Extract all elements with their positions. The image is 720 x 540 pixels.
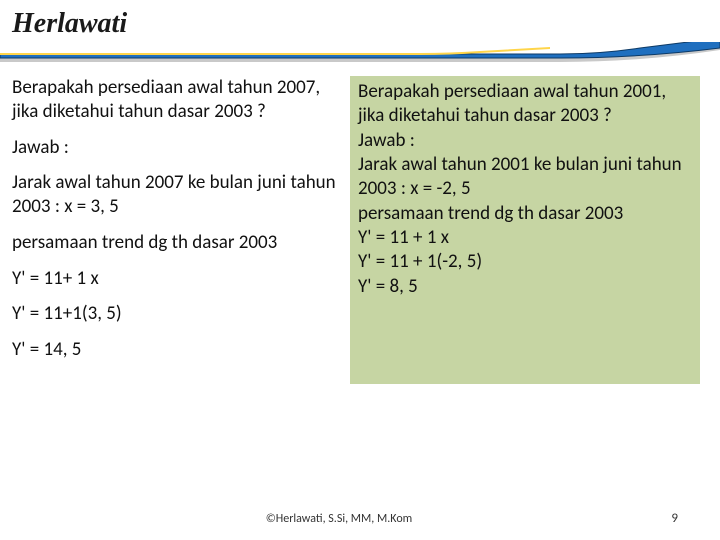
right-line-5: Y' = 8, 5 [358,275,692,299]
right-answer-label: Jawab : [358,129,692,153]
copyright-text: ©Herlawati, S.Si, MM, M.Kom [0,512,678,526]
left-line-1: Jarak awal tahun 2007 ke bulan juni tahu… [12,171,342,219]
left-answer-label: Jawab : [12,136,342,160]
right-line-2: persamaan trend dg th dasar 2003 [358,202,692,226]
slide-body: Berapakah persediaan awal tahun 2007, ji… [0,70,720,384]
right-line-3: Y' = 11 + 1 x [358,226,692,250]
left-column: Berapakah persediaan awal tahun 2007, ji… [12,76,342,384]
page-number: 9 [671,511,678,526]
left-line-3: Y' = 11+ 1 x [12,267,342,291]
slide-footer: ©Herlawati, S.Si, MM, M.Kom 9 [0,512,720,526]
right-question: Berapakah persediaan awal tahun 2001, ji… [358,80,692,129]
left-line-4: Y' = 11+1(3, 5) [12,302,342,326]
slide-header: Herlawati [0,0,720,70]
left-question: Berapakah persediaan awal tahun 2007, ji… [12,76,342,124]
right-line-1: Jarak awal tahun 2001 ke bulan juni tahu… [358,153,692,202]
brand-title: Herlawati [0,0,720,42]
left-line-2: persamaan trend dg th dasar 2003 [12,231,342,255]
right-column: Berapakah persediaan awal tahun 2001, ji… [350,76,700,384]
header-underline [0,42,720,70]
right-line-4: Y' = 11 + 1(-2, 5) [358,250,692,274]
left-line-5: Y' = 14, 5 [12,338,342,362]
